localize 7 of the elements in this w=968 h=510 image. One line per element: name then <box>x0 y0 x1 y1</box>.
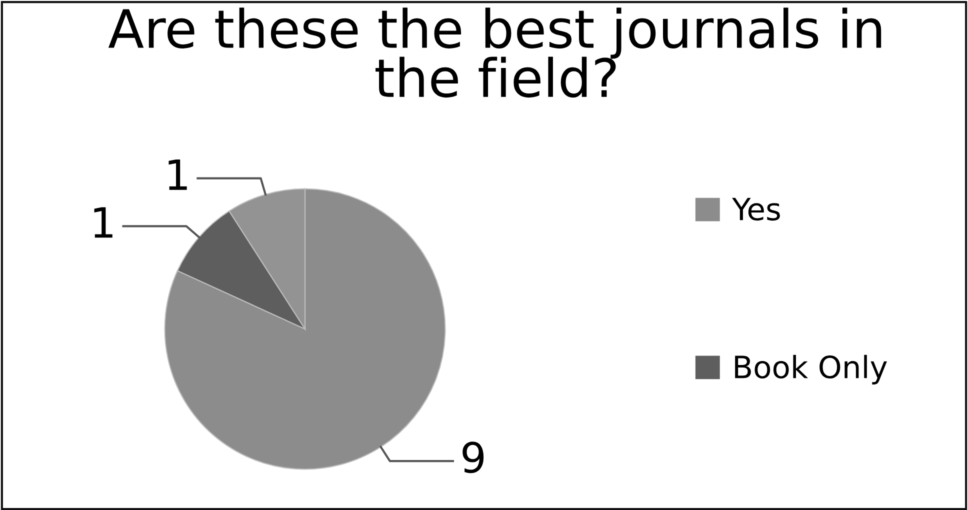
pie-slice <box>164 188 446 470</box>
legend-label: Book Only <box>735 354 887 384</box>
legend-label: Yes <box>732 198 780 221</box>
data-label: 1 <box>94 207 112 238</box>
chart-title: Are these the best journals in the field? <box>108 8 882 98</box>
data-label: 9 <box>462 442 484 474</box>
data-label: 1 <box>168 159 187 190</box>
